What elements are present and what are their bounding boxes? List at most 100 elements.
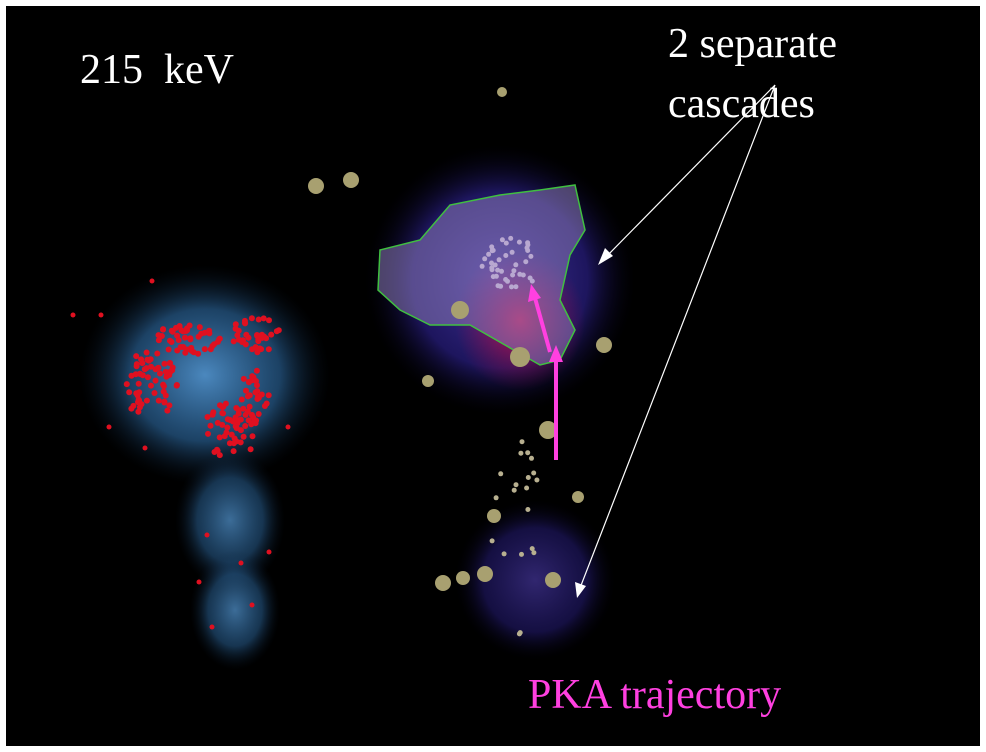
vacancy-cluster bbox=[525, 507, 530, 512]
red-atom bbox=[224, 430, 230, 436]
red-atom bbox=[164, 408, 170, 414]
defect-atom bbox=[511, 268, 516, 273]
defect-atom bbox=[503, 253, 508, 258]
red-atom bbox=[155, 365, 161, 371]
vacancy-cluster bbox=[524, 486, 529, 491]
defect-atom bbox=[496, 283, 501, 288]
red-atom bbox=[253, 418, 259, 424]
vacancy-cluster bbox=[308, 178, 324, 194]
red-atom bbox=[220, 410, 226, 416]
red-atom bbox=[227, 440, 233, 446]
red-atom bbox=[254, 332, 260, 338]
defect-atom bbox=[525, 240, 530, 245]
vacancy-cluster bbox=[529, 456, 534, 461]
defect-atom bbox=[508, 236, 513, 241]
red-atom bbox=[250, 603, 255, 608]
energy-label: 215 keV bbox=[80, 47, 234, 93]
vacancy-cluster bbox=[518, 451, 523, 456]
vacancy-cluster bbox=[343, 172, 359, 188]
vacancy-cluster bbox=[498, 471, 503, 476]
defect-atom bbox=[525, 248, 530, 253]
defect-atom bbox=[497, 257, 502, 262]
defect-atom bbox=[486, 252, 491, 257]
red-atom bbox=[276, 327, 282, 333]
red-atom bbox=[254, 396, 260, 402]
vacancy-cluster bbox=[531, 550, 536, 555]
red-atom bbox=[246, 417, 252, 423]
red-atom bbox=[126, 389, 132, 395]
red-atom bbox=[187, 336, 193, 342]
vacancy-cluster bbox=[531, 471, 536, 476]
vacancy-cluster bbox=[477, 566, 493, 582]
red-atom bbox=[148, 364, 154, 370]
defect-atom bbox=[523, 259, 528, 264]
vacancy-cluster bbox=[456, 571, 470, 585]
red-atom bbox=[236, 411, 242, 417]
red-atom bbox=[71, 313, 76, 318]
slide: 215 keV 2 separate cascades PKA trajecto… bbox=[0, 0, 986, 752]
red-atom bbox=[210, 625, 215, 630]
defect-atom bbox=[528, 254, 533, 259]
red-atom bbox=[124, 381, 130, 387]
red-atom bbox=[229, 432, 235, 438]
red-atom bbox=[133, 353, 139, 359]
vacancy-cluster bbox=[451, 301, 469, 319]
red-atom bbox=[205, 414, 211, 420]
red-atom bbox=[246, 379, 252, 385]
red-atom bbox=[160, 327, 166, 333]
defect-atom bbox=[505, 279, 510, 284]
red-atom bbox=[249, 373, 255, 379]
red-atom bbox=[253, 378, 259, 384]
vacancy-cloud bbox=[80, 265, 330, 485]
vacancy-cluster bbox=[520, 439, 525, 444]
red-atom bbox=[256, 411, 262, 417]
red-atom bbox=[243, 388, 249, 394]
red-atom bbox=[256, 317, 262, 323]
red-atom bbox=[162, 361, 168, 367]
defect-atom bbox=[489, 244, 494, 249]
red-atom bbox=[139, 401, 145, 407]
red-atom bbox=[239, 397, 245, 403]
red-atom bbox=[143, 446, 148, 451]
red-atom bbox=[139, 360, 145, 366]
red-atom bbox=[144, 350, 150, 356]
red-atom bbox=[137, 371, 143, 377]
vacancy-cluster bbox=[490, 538, 495, 543]
vacancy-cluster bbox=[422, 375, 434, 387]
red-atom bbox=[234, 425, 240, 431]
red-atom bbox=[209, 343, 215, 349]
annotation-line: 2 separate bbox=[668, 21, 837, 67]
red-atom bbox=[128, 406, 134, 412]
red-atom bbox=[254, 368, 260, 374]
red-atom bbox=[250, 433, 256, 439]
page: {"slide": {"energy_label": "215 keV", "a… bbox=[0, 0, 986, 752]
red-atom bbox=[210, 412, 216, 418]
red-atom bbox=[184, 325, 190, 331]
defect-atom bbox=[513, 262, 518, 267]
red-atom bbox=[178, 344, 184, 350]
red-atom bbox=[197, 324, 203, 330]
vacancy-cluster bbox=[512, 488, 517, 493]
red-atom bbox=[134, 363, 140, 369]
defect-atom bbox=[482, 256, 487, 261]
red-atom bbox=[136, 381, 142, 387]
red-atom bbox=[248, 446, 254, 452]
red-atom bbox=[267, 550, 272, 555]
red-atom bbox=[254, 349, 260, 355]
red-atom bbox=[233, 405, 239, 411]
red-atom bbox=[152, 390, 158, 396]
defect-atom bbox=[521, 273, 526, 278]
red-atom bbox=[246, 335, 252, 341]
red-atom bbox=[205, 431, 211, 437]
red-atom bbox=[191, 349, 197, 355]
defect-atom bbox=[495, 268, 500, 273]
red-atom bbox=[223, 401, 229, 407]
defect-atom bbox=[504, 241, 509, 246]
vacancy-cluster bbox=[545, 572, 561, 588]
defect-atom bbox=[510, 250, 515, 255]
red-atom bbox=[182, 335, 188, 341]
red-atom bbox=[174, 383, 180, 389]
red-atom bbox=[177, 323, 183, 329]
red-atom bbox=[156, 398, 162, 404]
red-atom bbox=[266, 392, 272, 398]
